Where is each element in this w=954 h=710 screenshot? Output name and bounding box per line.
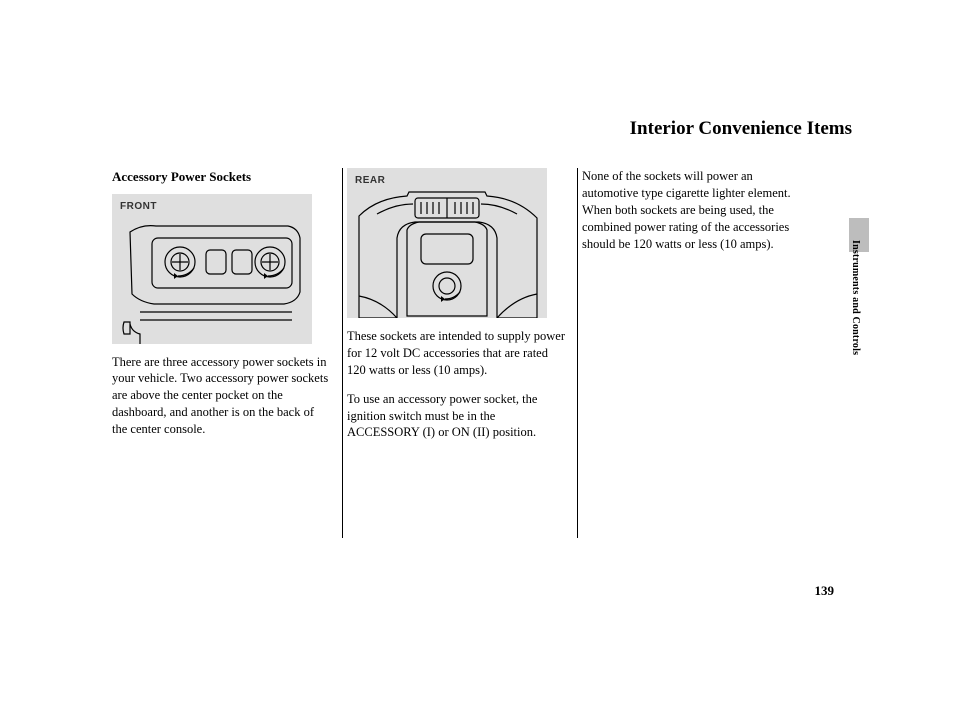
col1-para1: There are three accessory power sockets … — [112, 354, 332, 438]
section-side-label: Instruments and Controls — [850, 240, 861, 355]
figure-rear: REAR — [347, 168, 547, 318]
manual-page: Interior Convenience Items Accessory Pow… — [112, 118, 852, 538]
column-1: Accessory Power Sockets FRONT — [112, 168, 332, 538]
figure-front: FRONT — [112, 194, 312, 344]
column-3: None of the sockets will power an automo… — [582, 168, 802, 538]
page-title: Interior Convenience Items — [112, 118, 852, 140]
front-socket-illustration — [112, 194, 312, 344]
col2-para1: These sockets are intended to supply pow… — [347, 328, 567, 379]
section-heading: Accessory Power Sockets — [112, 168, 332, 186]
col3-para1: None of the sockets will power an automo… — [582, 168, 802, 252]
content-columns: Accessory Power Sockets FRONT — [112, 168, 852, 538]
rear-socket-illustration — [347, 168, 547, 318]
column-2: REAR — [347, 168, 567, 538]
page-number: 139 — [815, 583, 835, 599]
column-divider-2 — [577, 168, 578, 538]
column-divider-1 — [342, 168, 343, 538]
col2-para2: To use an accessory power socket, the ig… — [347, 391, 567, 442]
